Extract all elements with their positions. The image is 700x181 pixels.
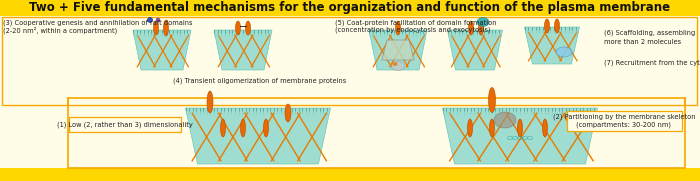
Ellipse shape [285, 104, 291, 122]
Ellipse shape [395, 21, 400, 35]
Circle shape [148, 18, 153, 22]
Polygon shape [214, 30, 272, 70]
Polygon shape [382, 40, 414, 60]
Ellipse shape [489, 119, 494, 137]
Polygon shape [133, 30, 191, 70]
Ellipse shape [477, 18, 489, 26]
Text: (5) Coat-protein facilitation of domain formation
(concentration by endocytosis : (5) Coat-protein facilitation of domain … [335, 19, 496, 33]
Ellipse shape [542, 119, 547, 137]
Text: (1) Low (2, rather than 3) dimensionality: (1) Low (2, rather than 3) dimensionalit… [57, 122, 193, 128]
Ellipse shape [494, 112, 516, 128]
Ellipse shape [556, 47, 572, 57]
Ellipse shape [468, 21, 473, 35]
Ellipse shape [156, 18, 160, 22]
Text: (7) Recruitment from the cytoplasm: (7) Recruitment from the cytoplasm [604, 60, 700, 66]
Text: (3) Cooperative genesis and annihilation of raft domains
(2-20 nm², within a com: (3) Cooperative genesis and annihilation… [3, 19, 193, 34]
Ellipse shape [391, 62, 405, 71]
Ellipse shape [517, 119, 522, 137]
Ellipse shape [207, 91, 213, 113]
Polygon shape [186, 108, 330, 164]
Ellipse shape [393, 62, 398, 66]
Ellipse shape [164, 20, 169, 36]
Polygon shape [447, 30, 503, 70]
Ellipse shape [468, 119, 472, 137]
Bar [0, 0, 700, 16]
Ellipse shape [220, 119, 225, 137]
Ellipse shape [545, 19, 550, 33]
Polygon shape [369, 30, 427, 70]
Ellipse shape [153, 21, 158, 35]
Bar [0, 168, 700, 181]
Text: (6) Scaffolding, assembling
more than 2 molecules: (6) Scaffolding, assembling more than 2 … [604, 30, 695, 45]
Text: Two + Five fundamental mechanisms for the organization and function of the plasm: Two + Five fundamental mechanisms for th… [29, 1, 671, 14]
Ellipse shape [554, 19, 559, 33]
Polygon shape [442, 108, 598, 164]
Polygon shape [524, 27, 580, 64]
FancyBboxPatch shape [69, 117, 181, 132]
Text: (2) Partitioning by the membrane skeleton
(compartments: 30-200 nm): (2) Partitioning by the membrane skeleto… [553, 114, 695, 128]
FancyBboxPatch shape [567, 111, 682, 131]
Text: (4) Transient oligomerization of membrane proteins: (4) Transient oligomerization of membran… [173, 78, 346, 85]
Ellipse shape [263, 119, 269, 137]
Ellipse shape [489, 87, 496, 113]
Ellipse shape [235, 21, 241, 35]
Ellipse shape [479, 21, 484, 35]
Ellipse shape [241, 119, 246, 137]
Ellipse shape [246, 21, 251, 35]
